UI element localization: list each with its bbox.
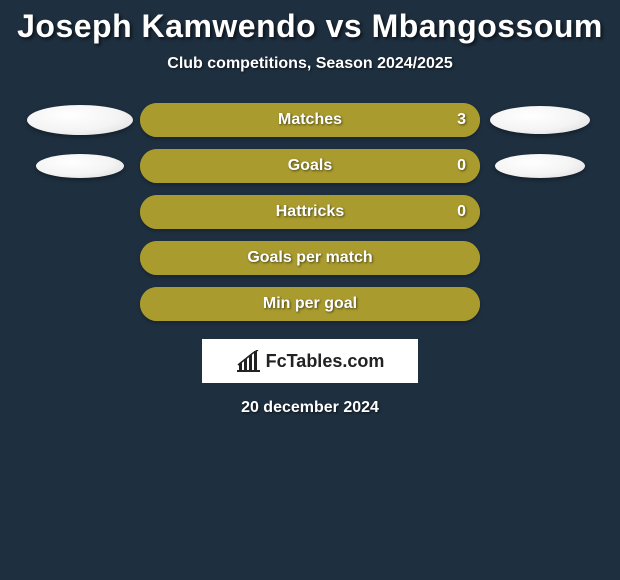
right-badge-slot <box>480 106 600 134</box>
stat-bar: Goals per match <box>140 241 480 275</box>
bar-right-fill <box>310 287 480 321</box>
bar-left-fill <box>140 241 310 275</box>
page-title: Joseph Kamwendo vs Mbangossoum <box>0 8 620 45</box>
stat-row: 0Goals <box>0 149 620 183</box>
date-text: 20 december 2024 <box>0 399 620 417</box>
source-logo[interactable]: FcTables.com <box>202 339 418 383</box>
logo-text: FcTables.com <box>266 351 385 372</box>
bar-left-fill <box>140 287 310 321</box>
right-badge-slot <box>480 154 600 178</box>
chart-icon <box>236 350 260 372</box>
subtitle: Club competitions, Season 2024/2025 <box>0 55 620 73</box>
stats-rows: 3Matches 0Goals 0Hattricks Goals per match M… <box>0 103 620 321</box>
left-badge-slot <box>20 154 140 178</box>
comparison-widget: Joseph Kamwendo vs Mbangossoum Club comp… <box>0 0 620 417</box>
stat-bar: 0Goals <box>140 149 480 183</box>
stat-row: 3Matches <box>0 103 620 137</box>
bar-right-fill <box>310 241 480 275</box>
stat-bar: 0Hattricks <box>140 195 480 229</box>
team-badge-right <box>490 106 590 134</box>
bar-right-fill <box>140 103 480 137</box>
bar-right-fill <box>140 149 480 183</box>
stat-row: 0Hattricks <box>0 195 620 229</box>
stat-bar: Min per goal <box>140 287 480 321</box>
team-badge-left <box>36 154 124 178</box>
team-badge-right <box>495 154 585 178</box>
team-badge-left <box>27 105 133 135</box>
stat-bar: 3Matches <box>140 103 480 137</box>
left-badge-slot <box>20 105 140 135</box>
stat-row: Min per goal <box>0 287 620 321</box>
bar-right-fill <box>140 195 480 229</box>
stat-row: Goals per match <box>0 241 620 275</box>
